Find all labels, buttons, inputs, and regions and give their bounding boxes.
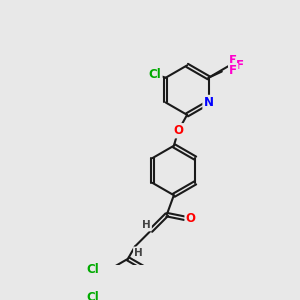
Text: O: O (186, 212, 196, 225)
Text: Cl: Cl (86, 263, 99, 276)
Text: F: F (229, 64, 237, 77)
Text: H: H (142, 220, 151, 230)
Text: F: F (236, 59, 244, 72)
Text: O: O (173, 124, 183, 137)
Text: Cl: Cl (149, 68, 161, 81)
Text: F: F (229, 54, 237, 67)
Text: Cl: Cl (86, 291, 99, 300)
Text: H: H (134, 248, 143, 258)
Text: N: N (203, 96, 214, 109)
